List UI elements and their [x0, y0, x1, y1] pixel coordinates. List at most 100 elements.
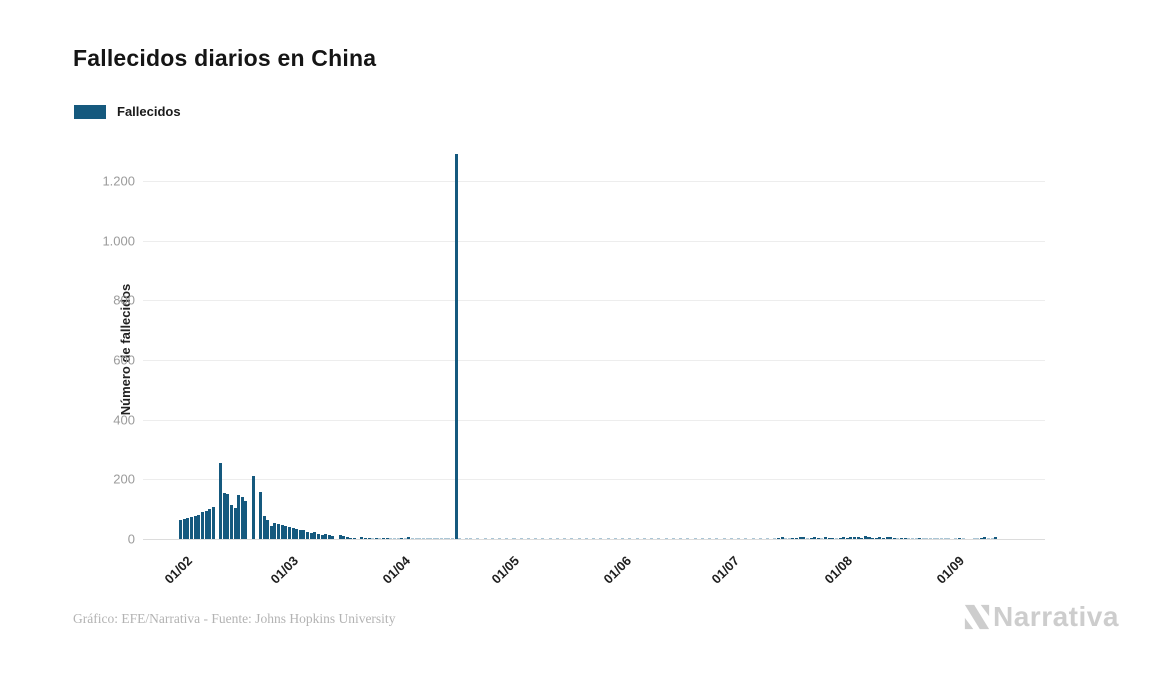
bar — [182, 518, 186, 539]
bar — [563, 538, 567, 539]
bar — [664, 538, 668, 539]
bar — [805, 538, 809, 539]
bar — [385, 537, 389, 539]
narrativa-watermark: Narrativa — [963, 601, 1119, 633]
bar — [469, 538, 473, 539]
bar — [780, 537, 784, 539]
bar — [606, 538, 610, 539]
x-tick-label: 01/03 — [267, 553, 301, 587]
bar — [360, 537, 364, 539]
bar — [418, 538, 422, 539]
bar — [751, 538, 755, 539]
bar — [979, 537, 983, 539]
bar — [570, 538, 574, 539]
bar — [490, 538, 494, 539]
bar — [291, 527, 295, 539]
bar — [708, 538, 712, 539]
bar — [309, 533, 313, 539]
gridline-1200 — [143, 180, 1045, 182]
bar — [363, 537, 367, 539]
bar — [816, 537, 820, 539]
bar — [910, 538, 914, 539]
bar — [853, 536, 857, 539]
bar — [802, 536, 806, 539]
bar — [776, 537, 780, 539]
legend-label: Fallecidos — [117, 104, 181, 119]
bar — [450, 538, 454, 539]
bar — [842, 536, 846, 539]
bar — [465, 538, 469, 539]
bar — [342, 535, 346, 539]
bar — [798, 536, 802, 539]
bar — [729, 538, 733, 539]
y-tick-label: 600 — [113, 352, 135, 368]
y-tick-label: 200 — [113, 471, 135, 487]
bar — [885, 536, 889, 539]
bar — [809, 537, 813, 539]
bar — [943, 538, 947, 539]
bar — [483, 538, 487, 539]
bar — [392, 538, 396, 539]
bar — [219, 463, 223, 539]
bar — [244, 501, 248, 539]
bar — [367, 537, 371, 539]
bar — [226, 494, 230, 539]
bar — [972, 538, 976, 539]
x-tick-label: 01/08 — [821, 553, 855, 587]
y-tick-label: 800 — [113, 292, 135, 308]
bar — [411, 538, 415, 539]
bar — [197, 514, 201, 539]
bar — [349, 537, 353, 539]
bar — [990, 538, 994, 539]
bar — [258, 492, 262, 539]
bar — [548, 538, 552, 539]
bar — [813, 537, 817, 539]
bar — [871, 537, 875, 539]
bar — [592, 538, 596, 539]
plot-area: 0 200 400 600 800 1.000 1.200 — [102, 145, 1045, 547]
bar — [599, 538, 603, 539]
bar — [976, 538, 980, 539]
bar — [983, 536, 987, 539]
bar — [555, 538, 559, 539]
bar — [921, 538, 925, 539]
bar — [269, 525, 273, 539]
bar — [860, 537, 864, 539]
bar — [447, 538, 451, 539]
bar — [208, 508, 212, 539]
y-tick-label: 1.200 — [102, 173, 135, 189]
x-tick-label: 01/09 — [933, 553, 968, 587]
x-tick-label: 01/05 — [488, 553, 522, 587]
bar — [881, 537, 885, 539]
bar — [371, 538, 375, 539]
x-axis-tick-labels: 01/02 01/03 01/04 01/05 01/06 01/07 01/08 01/09 — [143, 539, 1045, 599]
bar — [900, 537, 904, 539]
bar — [534, 538, 538, 539]
bar — [458, 538, 462, 539]
narrativa-wordmark: Narrativa — [993, 601, 1119, 632]
bar — [345, 536, 349, 539]
bar — [277, 524, 281, 539]
bar — [440, 538, 444, 539]
bar — [414, 538, 418, 539]
bar — [657, 538, 661, 539]
gridline-0 — [143, 539, 1045, 540]
bar — [512, 538, 516, 539]
gridline-800 — [143, 300, 1045, 302]
bar — [693, 538, 697, 539]
narrativa-logo-icon — [964, 604, 990, 630]
bar — [795, 537, 799, 539]
bar — [994, 537, 998, 539]
bar — [584, 538, 588, 539]
bar — [374, 537, 378, 539]
bar — [737, 538, 741, 539]
x-tick-label: 01/07 — [709, 553, 743, 587]
legend: Fallecidos — [74, 104, 181, 119]
bar — [331, 535, 335, 539]
bar — [320, 534, 324, 539]
bar — [650, 538, 654, 539]
bar — [211, 507, 215, 539]
bar — [476, 538, 480, 539]
bar — [432, 538, 436, 539]
bar — [889, 537, 893, 539]
